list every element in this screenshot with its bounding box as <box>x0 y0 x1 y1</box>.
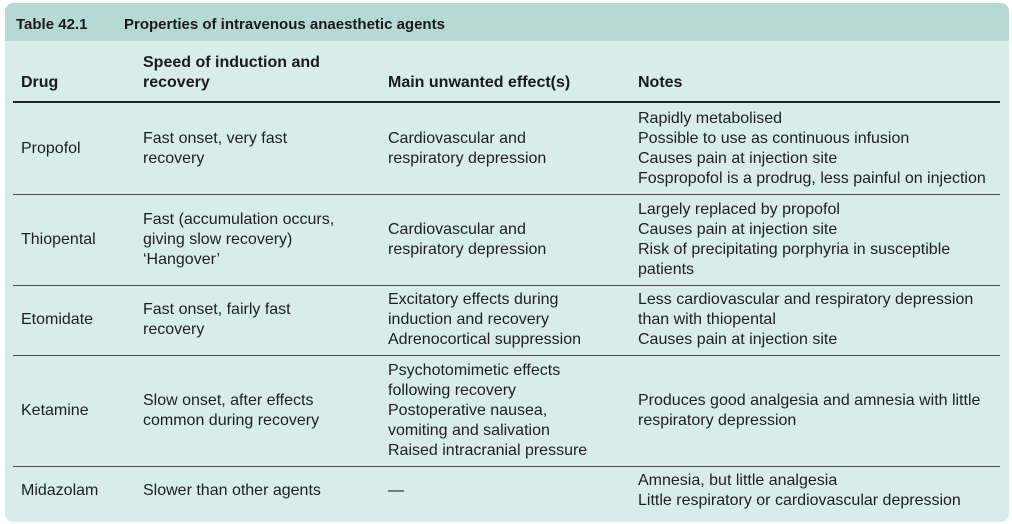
cell-effects-line: induction and recovery <box>388 311 549 328</box>
cell-effects-line: vomiting and salivation <box>388 422 550 439</box>
cell-effects-line: following recovery <box>388 382 517 399</box>
header-notes: Notes <box>638 74 683 91</box>
cell-notes-line: Less cardiovascular and respiratory depr… <box>638 291 974 308</box>
cell-notes-line: Little respiratory or cardiovascular dep… <box>638 492 961 509</box>
cell-notes-line: Possible to use as continuous infusion <box>638 130 910 147</box>
header-drug: Drug <box>21 74 59 91</box>
cell-effects: — <box>388 481 404 501</box>
table-number: Table 42.1 <box>16 16 88 33</box>
header-speed: Speed of induction and recovery <box>143 53 320 93</box>
cell-effects-line: — <box>388 482 404 499</box>
header-speed-line-2: recovery <box>143 74 210 91</box>
cell-speed-line: Fast (accumulation occurs, <box>143 211 335 228</box>
cell-speed-line: giving slow recovery) <box>143 231 293 248</box>
cell-speed-line: Fast onset, very fast <box>143 130 288 147</box>
cell-notes: Less cardiovascular and respiratory depr… <box>638 290 973 350</box>
cell-drug: Midazolam <box>21 481 98 501</box>
header-effects: Main unwanted effect(s) <box>388 74 571 91</box>
cell-notes-line: Causes pain at injection site <box>638 331 838 348</box>
header-speed-line-1: Speed of induction and <box>143 54 320 71</box>
cell-effects-line: Cardiovascular and <box>388 130 526 147</box>
cell-notes-line: Amnesia, but little analgesia <box>638 472 838 489</box>
cell-drug-line: Propofol <box>21 140 81 157</box>
cell-drug-line: Ketamine <box>21 402 89 419</box>
cell-drug: Propofol <box>21 139 81 159</box>
cell-notes-line: than with thiopental <box>638 311 776 328</box>
cell-effects-line: respiratory depression <box>388 150 547 167</box>
table-panel: Table 42.1 Properties of intravenous ana… <box>5 3 1009 522</box>
cell-notes: Amnesia, but little analgesia Little resp… <box>638 471 961 511</box>
row-divider <box>13 285 1000 286</box>
table-title-bar: Table 42.1 Properties of intravenous ana… <box>5 3 1009 41</box>
cell-effects-line: Psychotomimetic effects <box>388 362 561 379</box>
cell-notes: Produces good analgesia and amnesia with… <box>638 391 980 431</box>
cell-effects: Psychotomimetic effects following recover… <box>388 361 587 461</box>
cell-speed-line: ‘Hangover’ <box>143 251 221 268</box>
cell-effects-line: Excitatory effects during <box>388 291 559 308</box>
cell-drug-line: Midazolam <box>21 482 99 499</box>
cell-drug-line: Etomidate <box>21 311 94 328</box>
cell-notes: Largely replaced by propofol Causes pain … <box>638 200 950 280</box>
cell-effects: Cardiovascular and respiratory depression <box>388 220 546 260</box>
cell-speed: Fast (accumulation occurs, giving slow re… <box>143 210 334 270</box>
cell-effects-line: Adrenocortical suppression <box>388 331 581 348</box>
cell-effects-line: Raised intracranial pressure <box>388 442 588 459</box>
cell-notes-line: Fospropofol is a prodrug, less painful o… <box>638 170 986 187</box>
cell-notes-line: Rapidly metabolised <box>638 110 783 127</box>
cell-speed-line: Slower than other agents <box>143 482 321 499</box>
cell-notes-line: Risk of precipitating porphyria in susce… <box>638 241 951 258</box>
cell-notes-line: patients <box>638 261 695 278</box>
cell-speed-line: common during recovery <box>143 412 320 429</box>
cell-speed: Slower than other agents <box>143 481 321 501</box>
row-divider <box>13 466 1000 467</box>
cell-speed-line: Fast onset, fairly fast <box>143 301 291 318</box>
header-rule <box>13 101 1000 103</box>
cell-speed: Fast onset, fairly fast recovery <box>143 300 291 340</box>
cell-effects-line: respiratory depression <box>388 241 547 258</box>
cell-speed-line: recovery <box>143 150 205 167</box>
cell-speed-line: recovery <box>143 321 205 338</box>
row-divider <box>13 194 1000 195</box>
cell-effects: Cardiovascular and respiratory depression <box>388 129 546 169</box>
cell-effects: Excitatory effects during induction and r… <box>388 290 581 350</box>
cell-drug-line: Thiopental <box>21 231 96 248</box>
cell-effects-line: Postoperative nausea, <box>388 402 548 419</box>
cell-notes-line: Produces good analgesia and amnesia with… <box>638 392 981 409</box>
cell-drug: Ketamine <box>21 401 89 421</box>
cell-drug: Thiopental <box>21 230 96 250</box>
cell-notes: Rapidly metabolised Possible to use as co… <box>638 109 986 189</box>
cell-speed: Slow onset, after effects common during r… <box>143 391 319 431</box>
cell-speed: Fast onset, very fast recovery <box>143 129 287 169</box>
cell-effects-line: Cardiovascular and <box>388 221 526 238</box>
table-title: Properties of intravenous anaesthetic ag… <box>124 16 445 33</box>
cell-notes-line: respiratory depression <box>638 412 797 429</box>
cell-speed-line: Slow onset, after effects <box>143 392 314 409</box>
cell-notes-line: Causes pain at injection site <box>638 221 838 238</box>
row-divider <box>13 355 1000 356</box>
cell-notes-line: Causes pain at injection site <box>638 150 838 167</box>
cell-drug: Etomidate <box>21 310 93 330</box>
cell-notes-line: Largely replaced by propofol <box>638 201 840 218</box>
